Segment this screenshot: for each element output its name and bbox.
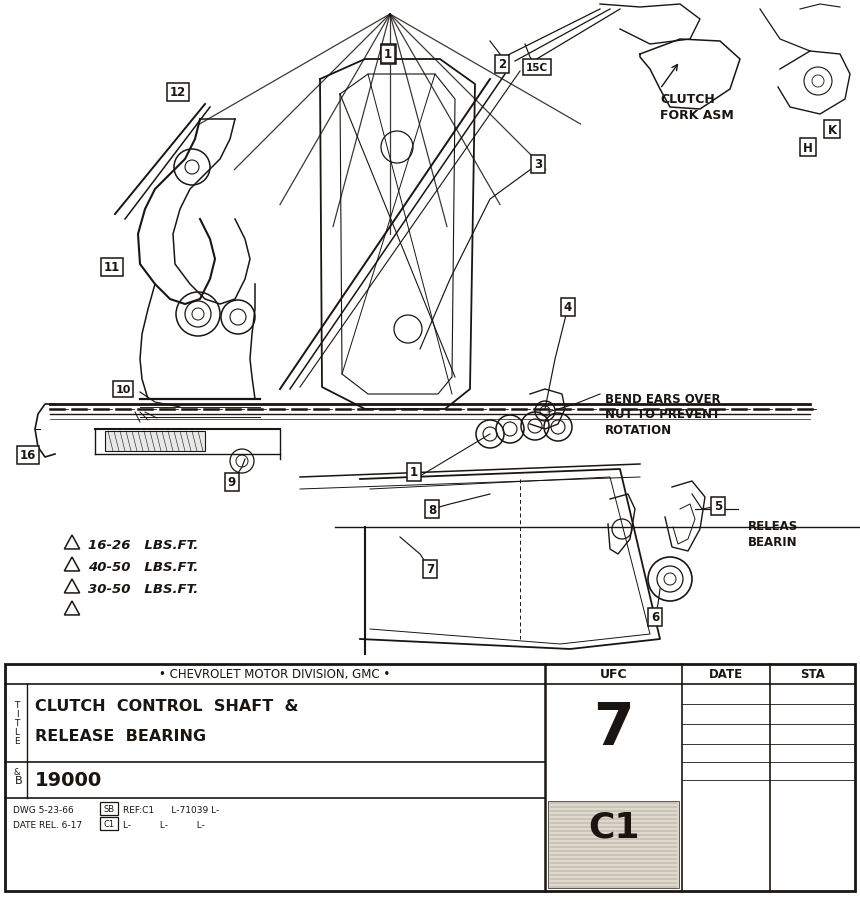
Text: 1: 1 — [384, 49, 392, 61]
Text: 19000: 19000 — [35, 770, 102, 789]
Text: C1: C1 — [103, 819, 114, 828]
Text: H: H — [803, 142, 813, 154]
Bar — [548, 801, 679, 888]
Text: SB: SB — [103, 804, 114, 813]
Text: DWG 5-23-66: DWG 5-23-66 — [13, 805, 74, 815]
Text: 1: 1 — [410, 466, 418, 479]
Text: K: K — [827, 124, 837, 136]
Text: REF:C1      L-71039 L-: REF:C1 L-71039 L- — [123, 805, 219, 815]
Text: CLUTCH  CONTROL  SHAFT  &: CLUTCH CONTROL SHAFT & — [35, 699, 298, 713]
Bar — [100, 802, 118, 815]
Text: RELEAS
BEARIN: RELEAS BEARIN — [748, 519, 798, 548]
Bar — [105, 432, 205, 452]
Text: T
I
T
L
E: T I T L E — [14, 701, 20, 746]
Text: 12: 12 — [170, 87, 186, 99]
Text: 15C: 15C — [526, 63, 548, 73]
Text: 4: 4 — [564, 302, 572, 314]
Text: 9: 9 — [228, 476, 236, 489]
Text: 7: 7 — [593, 700, 634, 757]
Text: 11: 11 — [104, 261, 120, 275]
Text: • CHEVROLET MOTOR DIVISION, GMC •: • CHEVROLET MOTOR DIVISION, GMC • — [159, 667, 390, 681]
Text: RELEASE  BEARING: RELEASE BEARING — [35, 729, 206, 744]
Text: B: B — [15, 775, 23, 785]
Text: &: & — [14, 768, 21, 777]
Text: 30-50   LBS.FT.: 30-50 LBS.FT. — [88, 582, 199, 596]
Text: 3: 3 — [534, 158, 542, 172]
Text: 1: 1 — [384, 49, 392, 61]
Text: BEND EARS OVER
NUT TO PREVENT
ROTATION: BEND EARS OVER NUT TO PREVENT ROTATION — [605, 393, 721, 436]
Text: L-          L-          L-: L- L- L- — [123, 821, 205, 830]
Text: 16-26   LBS.FT.: 16-26 LBS.FT. — [88, 539, 199, 552]
Text: 6: 6 — [651, 610, 659, 624]
Text: 2: 2 — [498, 59, 506, 71]
Text: 7: 7 — [426, 563, 434, 576]
Text: 8: 8 — [428, 503, 436, 516]
Text: DATE: DATE — [709, 667, 743, 681]
Bar — [100, 817, 118, 830]
Text: 5: 5 — [714, 500, 722, 513]
Text: UFC: UFC — [599, 667, 627, 681]
Text: STA: STA — [800, 667, 825, 681]
Text: 40-50   LBS.FT.: 40-50 LBS.FT. — [88, 561, 199, 574]
Text: DATE REL. 6-17: DATE REL. 6-17 — [13, 821, 82, 830]
Bar — [5, 665, 855, 891]
Text: CLUTCH
FORK ASM: CLUTCH FORK ASM — [660, 93, 734, 122]
Text: 10: 10 — [115, 385, 131, 395]
Text: C1: C1 — [587, 810, 639, 843]
Text: 16: 16 — [20, 449, 36, 462]
